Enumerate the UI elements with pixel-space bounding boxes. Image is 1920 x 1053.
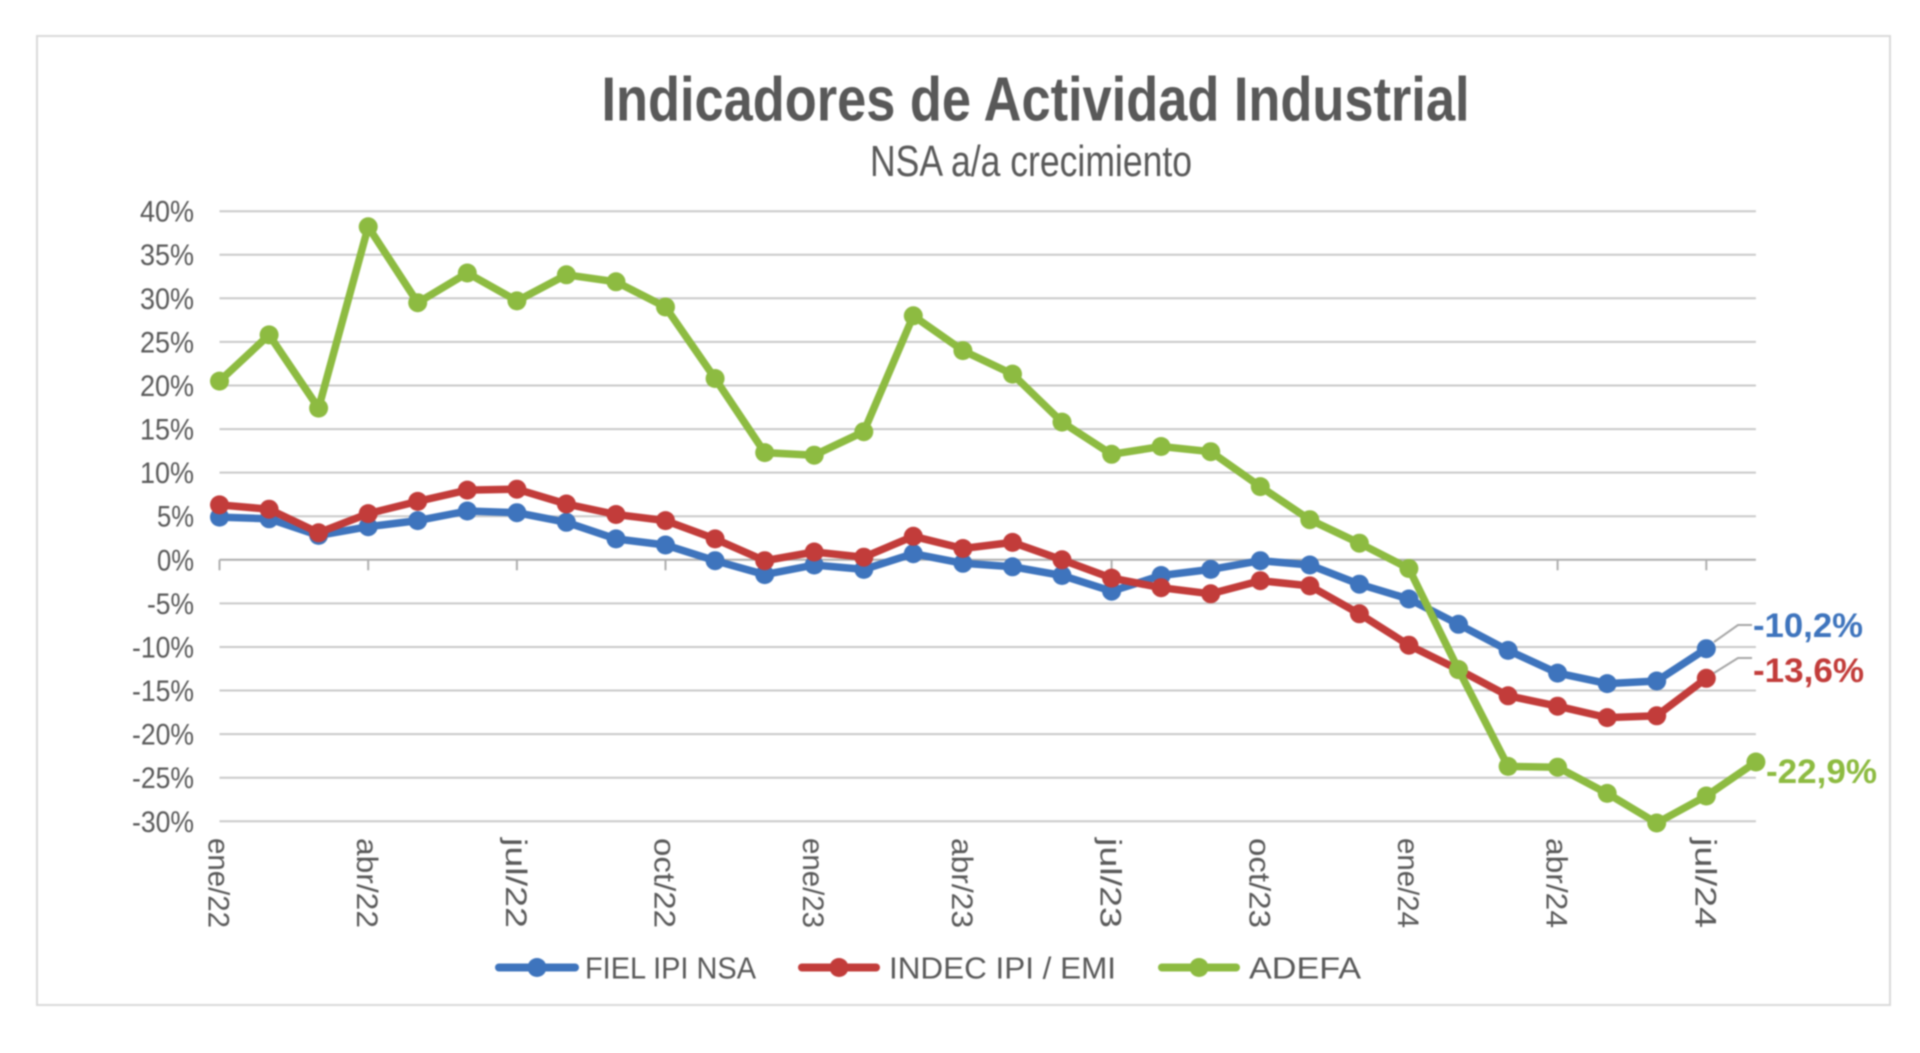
svg-text:-22,9%: -22,9%	[1766, 753, 1877, 791]
svg-text:oct/23: oct/23	[1242, 838, 1275, 928]
svg-text:-20%: -20%	[132, 719, 194, 752]
svg-text:oct/22: oct/22	[648, 838, 681, 928]
svg-text:FIEL IPI NSA: FIEL IPI NSA	[585, 951, 756, 986]
svg-text:15%: 15%	[140, 414, 194, 447]
svg-text:30%: 30%	[140, 283, 194, 316]
svg-text:abr/23: abr/23	[945, 838, 978, 928]
svg-text:jul/23: jul/23	[1094, 837, 1127, 928]
svg-text:5%: 5%	[157, 501, 194, 534]
svg-text:ene/24: ene/24	[1391, 838, 1424, 928]
svg-text:NSA a/a crecimiento: NSA a/a crecimiento	[870, 137, 1192, 186]
svg-text:ADEFA: ADEFA	[1249, 951, 1361, 986]
svg-text:10%: 10%	[140, 457, 194, 490]
svg-text:-10%: -10%	[132, 632, 194, 665]
svg-text:25%: 25%	[140, 326, 194, 359]
svg-text:abr/24: abr/24	[1540, 838, 1573, 928]
svg-text:-15%: -15%	[132, 675, 194, 708]
svg-text:-25%: -25%	[132, 762, 194, 795]
svg-text:40%: 40%	[140, 196, 194, 229]
svg-text:INDEC IPI / EMI: INDEC IPI / EMI	[889, 951, 1116, 986]
svg-text:abr/22: abr/22	[350, 838, 383, 928]
svg-text:Indicadores de Actividad Indus: Indicadores de Actividad Industrial	[602, 66, 1470, 135]
svg-text:-30%: -30%	[132, 806, 194, 839]
svg-text:0%: 0%	[157, 544, 194, 577]
svg-text:jul/22: jul/22	[499, 837, 532, 928]
svg-text:ene/22: ene/22	[202, 838, 235, 928]
svg-text:jul/24: jul/24	[1688, 837, 1721, 928]
svg-text:-5%: -5%	[147, 588, 194, 621]
svg-text:ene/23: ene/23	[796, 838, 829, 928]
svg-text:35%: 35%	[140, 239, 194, 272]
svg-text:-10,2%: -10,2%	[1753, 607, 1863, 645]
svg-text:-13,6%: -13,6%	[1753, 652, 1864, 690]
svg-text:20%: 20%	[140, 370, 194, 403]
